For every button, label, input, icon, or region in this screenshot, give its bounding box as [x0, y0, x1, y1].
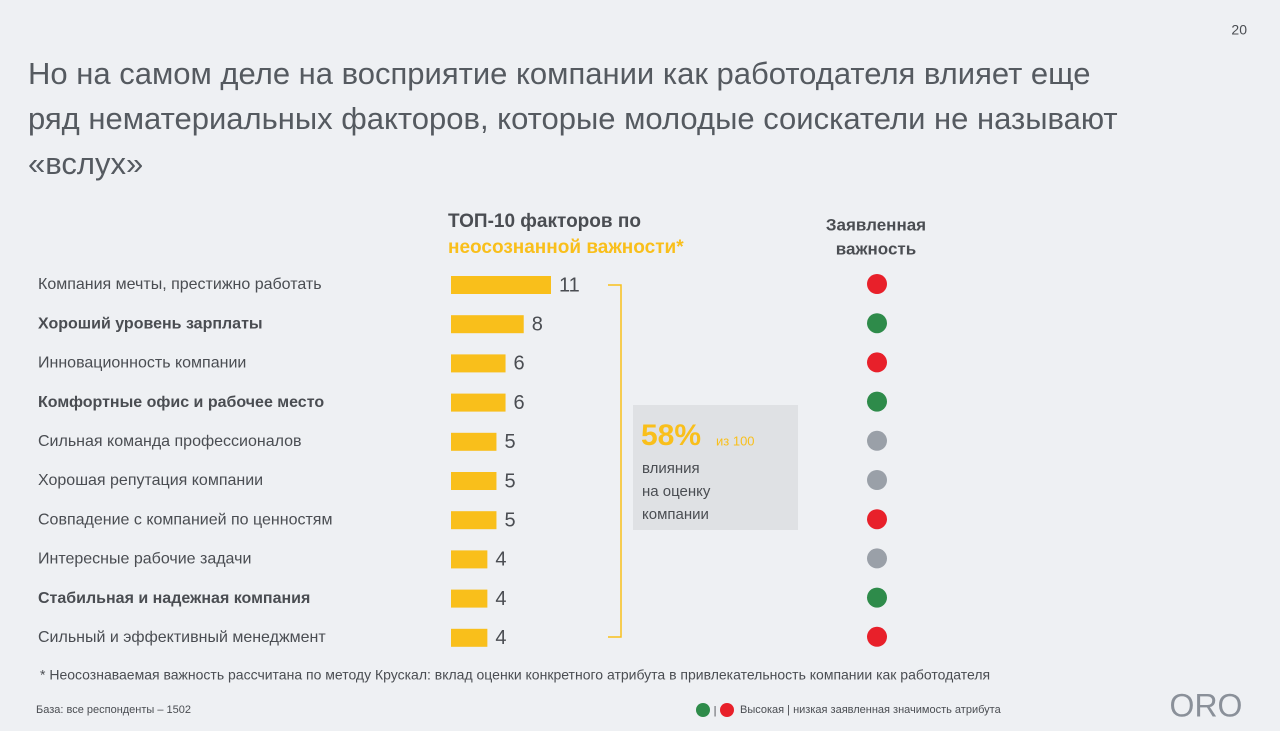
- bar: [451, 628, 488, 647]
- callout-box: [633, 405, 798, 530]
- value-label: 5: [504, 431, 515, 453]
- title-line: Но на самом деле на восприятие компании …: [28, 56, 1091, 91]
- importance-dot: [867, 509, 887, 530]
- title-line: «вслух»: [28, 146, 143, 181]
- bar: [451, 589, 488, 608]
- value-label: 8: [532, 313, 543, 335]
- bar: [451, 393, 506, 412]
- importance-dot: [867, 391, 887, 412]
- value-label: 6: [514, 353, 525, 375]
- category-label: Хороший уровень зарплаты: [38, 315, 263, 332]
- chart-title-highlight: неосознанной важности: [448, 237, 676, 258]
- value-label: 5: [504, 470, 515, 492]
- importance-dot: [867, 587, 887, 608]
- bar: [451, 472, 497, 490]
- callout-big: 58%: [641, 419, 701, 452]
- value-label: 5: [504, 509, 515, 531]
- legend-dot: [696, 703, 710, 717]
- importance-dot: [867, 626, 887, 647]
- importance-dot: [867, 274, 887, 294]
- value-label: 11: [559, 274, 580, 296]
- callout-line: на оценку: [642, 483, 711, 500]
- category-label: Сильная команда профессионалов: [38, 433, 302, 450]
- callout-line: компании: [642, 506, 709, 523]
- column-header: Заявленная: [826, 215, 926, 234]
- callout-small: из 100: [716, 433, 755, 448]
- bar: [451, 315, 524, 334]
- chart-title: неосознанной важности*: [448, 237, 684, 258]
- column-header: важность: [836, 239, 916, 258]
- category-label: Интересные рабочие задачи: [38, 551, 251, 568]
- value-label: 4: [495, 627, 506, 649]
- bar: [451, 432, 497, 451]
- importance-dot: [867, 313, 887, 334]
- title-line: ряд нематериальных факторов, которые мол…: [28, 101, 1118, 136]
- category-label: Комфортные офис и рабочее место: [38, 394, 324, 411]
- logo: ORO: [1170, 687, 1243, 723]
- bar: [451, 511, 497, 530]
- value-label: 6: [514, 392, 525, 414]
- callout-line: влияния: [642, 460, 700, 477]
- category-label: Стабильная и надежная компания: [38, 590, 310, 607]
- chart-title-mark: *: [676, 237, 684, 258]
- importance-dot: [867, 352, 887, 373]
- category-label: Инновационность компании: [38, 355, 246, 372]
- legend-dot: [720, 703, 734, 717]
- bracket: [608, 284, 622, 638]
- category-label: Хорошая репутация компании: [38, 472, 263, 489]
- value-label: 4: [495, 588, 506, 610]
- footnote: * Неосознаваемая важность рассчитана по …: [40, 667, 990, 683]
- chart-title: ТОП-10 факторов по: [448, 211, 641, 232]
- base: База: все респонденты – 1502: [36, 704, 191, 716]
- bar: [451, 550, 488, 569]
- category-label: Компания мечты, престижно работать: [38, 276, 322, 293]
- value-label: 4: [495, 549, 506, 571]
- legend-text: Высокая | низкая заявленная значимость а…: [740, 704, 1002, 716]
- importance-dot: [867, 430, 887, 451]
- category-label: Сильный и эффективный менеджмент: [38, 629, 326, 646]
- legend-separator: |: [714, 705, 717, 717]
- bar: [451, 276, 551, 294]
- importance-dot: [867, 548, 887, 569]
- page-number: 20: [1231, 22, 1247, 38]
- category-label: Совпадение с компанией по ценностям: [38, 511, 332, 528]
- bar: [451, 354, 506, 373]
- importance-dot: [867, 470, 887, 490]
